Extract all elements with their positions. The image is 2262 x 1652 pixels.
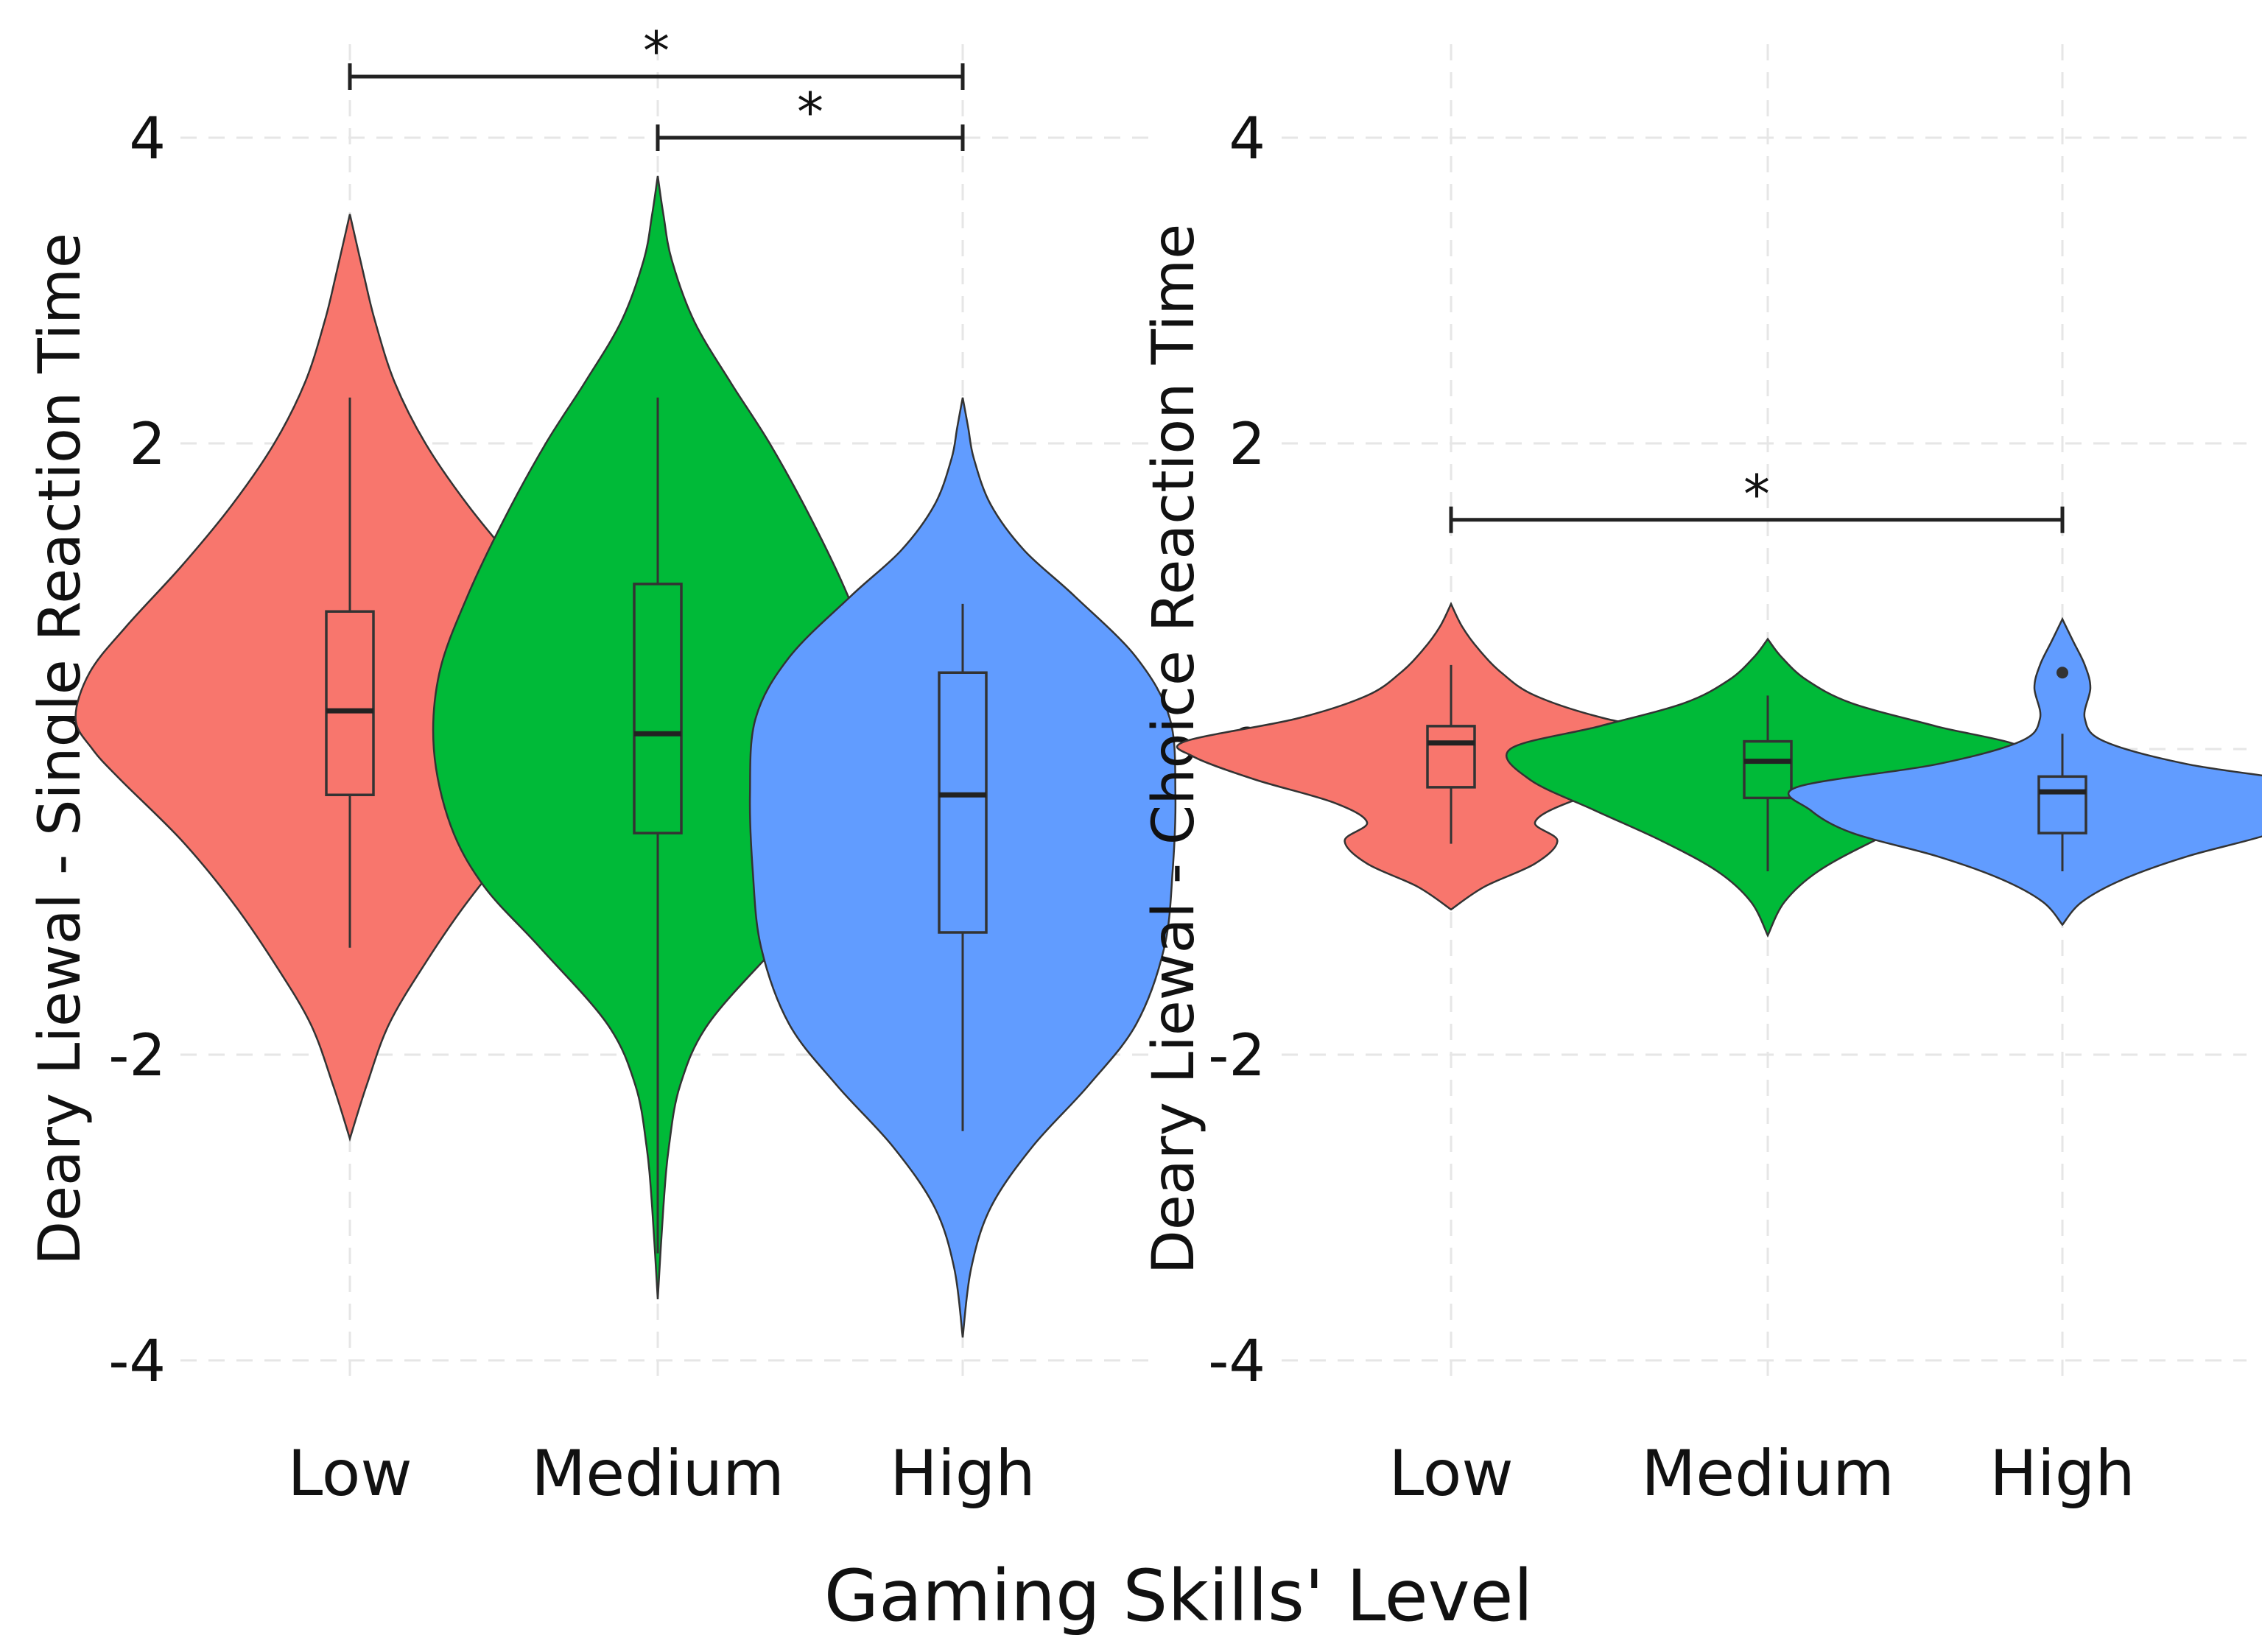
significance-bracket-low-high: * bbox=[1449, 463, 2065, 533]
box-medium bbox=[1743, 739, 1793, 800]
y-tick-label: -2 bbox=[1208, 1023, 1265, 1089]
box-medium bbox=[633, 583, 683, 834]
bracket-line bbox=[656, 124, 965, 151]
y-tick-label: -2 bbox=[108, 1023, 166, 1089]
y-axis-label: Deary Liewal - Single Reaction Time bbox=[27, 233, 94, 1265]
significance-star: * bbox=[797, 81, 823, 143]
significance-bracket-medium-high: * bbox=[656, 81, 965, 151]
y-tick-label: 2 bbox=[1229, 412, 1265, 478]
outlier-point-high bbox=[2056, 667, 2068, 679]
violin-high bbox=[748, 397, 1177, 1338]
x-tick-label-low: Low bbox=[287, 1437, 412, 1511]
x-tick-label-low: Low bbox=[1388, 1437, 1513, 1511]
significance-bracket-low-high: * bbox=[348, 20, 965, 90]
violin-high bbox=[1787, 616, 2262, 927]
x-tick-label-high: High bbox=[1989, 1437, 2135, 1511]
box-low bbox=[1426, 725, 1476, 789]
bracket-line bbox=[1449, 506, 2065, 533]
y-tick-label: 2 bbox=[129, 412, 166, 478]
x-tick-label-high: High bbox=[890, 1437, 1036, 1511]
box-high bbox=[2037, 775, 2087, 834]
y-tick-label: -4 bbox=[1208, 1329, 1265, 1395]
x-tick-label-medium: Medium bbox=[531, 1437, 784, 1511]
box-low bbox=[325, 610, 375, 796]
significance-star: * bbox=[643, 20, 670, 82]
y-tick-label: 4 bbox=[1229, 106, 1265, 172]
y-tick-label: -4 bbox=[108, 1329, 166, 1395]
violin-low bbox=[1176, 602, 1727, 911]
box-high bbox=[938, 671, 988, 934]
x-axis-label: Gaming Skills' Level bbox=[824, 1555, 1534, 1637]
bracket-line bbox=[348, 63, 965, 90]
y-tick-label: 4 bbox=[129, 106, 166, 172]
x-tick-label-medium: Medium bbox=[1641, 1437, 1894, 1511]
significance-star: * bbox=[1743, 463, 1770, 525]
